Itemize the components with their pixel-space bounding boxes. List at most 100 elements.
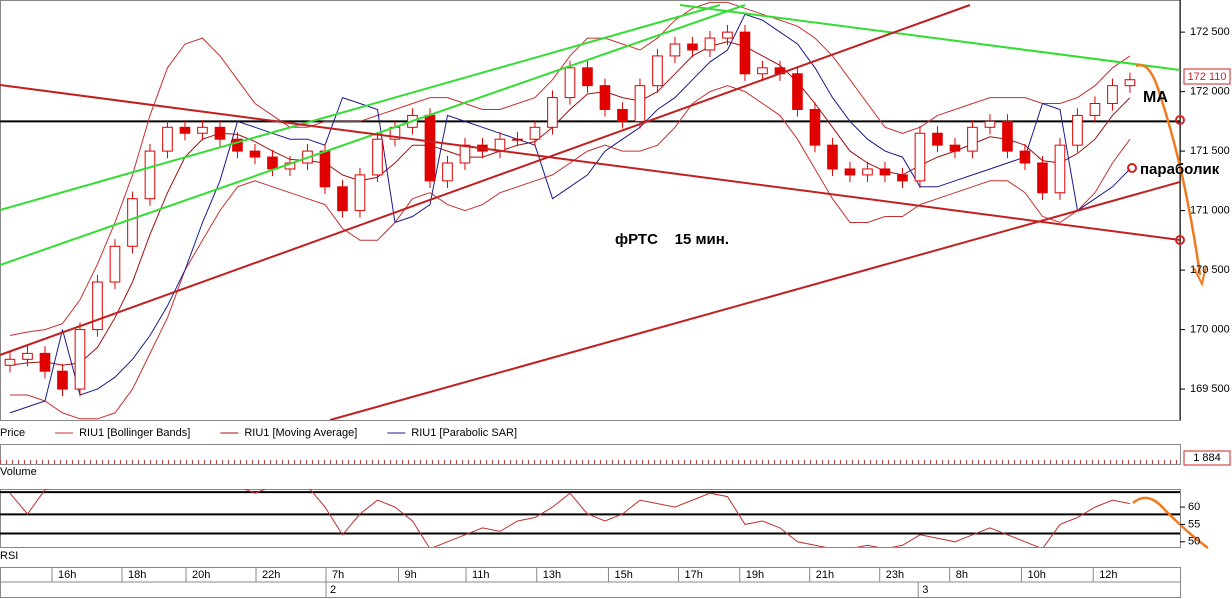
candle-body: [739, 31, 751, 75]
sar-annotation: параболик: [1140, 161, 1220, 178]
rsi-forecast-arrow: [1132, 496, 1209, 550]
indicator-lower-line: [10, 85, 1131, 420]
candle-body: [844, 168, 856, 176]
x-tick-label: 9h: [404, 569, 416, 581]
x-tick-label: 22h: [262, 569, 280, 581]
candle-body: [144, 150, 156, 200]
candle-body: [197, 126, 208, 134]
trend-line: [0, 4, 971, 356]
legend-label: RIU1 [Parabolic SAR]: [411, 427, 517, 439]
chart-title: фРТС 15 мин.: [615, 231, 729, 248]
candle-body: [249, 150, 261, 158]
x-tick-label: 20h: [192, 569, 210, 581]
candle-body: [4, 358, 16, 366]
x-tick-label: 15h: [614, 569, 632, 581]
candle-body: [652, 55, 663, 87]
candle-body: [879, 168, 891, 176]
forecast-arrow: [1135, 63, 1202, 276]
trend-line: [0, 4, 721, 211]
candle-body: [267, 156, 278, 170]
candle-body: [792, 73, 803, 110]
y-tick-label: 170 500: [1190, 264, 1230, 276]
x-tick-label: 10h: [1027, 569, 1045, 581]
candle-body: [39, 352, 51, 372]
candle-body: [337, 186, 348, 212]
candle-body: [109, 245, 121, 283]
candle-body: [442, 162, 453, 182]
marker: [1175, 115, 1185, 125]
x-tick-label: 12h: [1099, 569, 1117, 581]
y-tick-label: 55: [1188, 518, 1200, 530]
indicator-line: [9, 1, 1131, 336]
marker: [1175, 235, 1185, 245]
candle-body: [22, 352, 33, 360]
candle-body: [687, 43, 698, 51]
trend-line: [329, 181, 1180, 420]
legend: Price RIU1 [Bollinger Bands] RIU1 [Moving …: [0, 427, 517, 439]
last-price-label: 172 110: [1188, 71, 1227, 83]
x-tick-label: 16h: [58, 569, 76, 581]
legend-label: RIU1 [Moving Average]: [244, 427, 357, 439]
volume-last-box: [1183, 450, 1231, 466]
candle-body: [932, 132, 943, 146]
x-tick-label: 23h: [886, 569, 904, 581]
volume-last-label: 1 884: [1193, 452, 1221, 464]
candle-body: [57, 370, 68, 390]
candle-body: [897, 174, 908, 182]
candle-body: [1037, 162, 1048, 194]
y-tick-label: 172 000: [1190, 86, 1230, 98]
candle-body: [424, 114, 436, 182]
y-tick-label: 171 000: [1190, 205, 1230, 217]
rsi-line: [9, 489, 1131, 547]
date-tick-label: 2: [330, 584, 336, 596]
candle-body: [809, 108, 821, 146]
candle-body: [372, 138, 383, 176]
candle-body: [722, 31, 733, 39]
candle-body: [162, 126, 173, 152]
candle-body: [74, 329, 86, 390]
rsi-panel: [0, 489, 1181, 548]
candle-body: [1072, 114, 1083, 146]
x-tick-label: 19h: [746, 569, 764, 581]
candle-body: [529, 126, 541, 140]
candle-body: [319, 150, 331, 188]
candle-body: [862, 168, 873, 176]
y-tick-label: 60: [1188, 501, 1200, 513]
trend-line: [679, 4, 1180, 71]
candle-body: [827, 144, 838, 170]
candle-body: [967, 126, 978, 152]
candle-body: [512, 138, 523, 141]
y-tick-label: 172 500: [1190, 26, 1230, 38]
candle-body: [757, 67, 768, 75]
x-tick-label: 13h: [543, 569, 561, 581]
candle-body: [582, 67, 593, 87]
trend-line: [0, 4, 746, 266]
candle-body: [92, 281, 103, 331]
candle-body: [232, 138, 243, 152]
x-tick-label: 21h: [816, 569, 834, 581]
candle-body: [1019, 150, 1031, 164]
x-tick-label: 11h: [472, 569, 490, 581]
candle-body: [1124, 79, 1136, 87]
candle-body: [704, 37, 716, 51]
date-tick-label: 3: [922, 584, 928, 596]
price-plot: [0, 1, 1180, 420]
candle-body: [564, 67, 576, 99]
candle-body: [214, 126, 226, 140]
volume-title: Volume: [0, 466, 37, 478]
y-tick-label: 169 500: [1190, 383, 1230, 395]
candle-body: [669, 43, 681, 57]
candle-body: [1107, 85, 1118, 105]
indicator-line: [9, 13, 1131, 414]
legend-label: Price: [0, 427, 25, 439]
candle-body: [617, 108, 628, 122]
candle-body: [984, 120, 996, 128]
indicator-line: [9, 41, 1131, 366]
last-price-box: [1183, 68, 1231, 85]
y-tick-label: 170 000: [1190, 323, 1230, 335]
x-tick-label: 18h: [128, 569, 146, 581]
candle-body: [179, 126, 191, 134]
candle-body: [547, 97, 558, 128]
